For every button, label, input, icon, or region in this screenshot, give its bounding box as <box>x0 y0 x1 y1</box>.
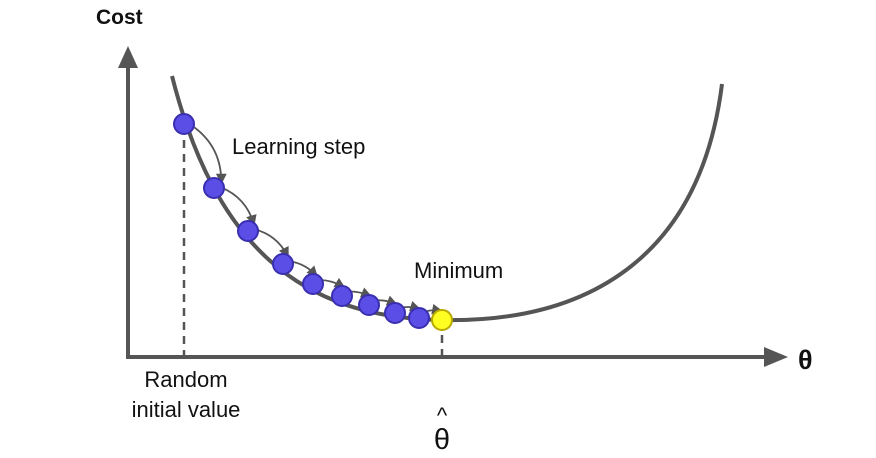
learning-step-point <box>331 285 353 307</box>
learning-step-arrow <box>190 124 227 185</box>
x-axis-label: θ <box>798 345 813 375</box>
learning-step-point <box>237 220 259 242</box>
learning-step-point <box>408 307 430 329</box>
learning-step-point <box>384 302 406 324</box>
x-axis-arrow <box>764 347 788 367</box>
random-init-label-line-2: initial value <box>132 397 241 422</box>
random-init-label-line-1: Random <box>144 367 227 392</box>
learning-step-point <box>173 113 195 135</box>
minimum-point <box>431 309 453 331</box>
minimum-label: Minimum <box>414 258 503 283</box>
learning-step-label: Learning step <box>232 134 365 159</box>
learning-step-point <box>302 273 324 295</box>
learning-step-point <box>272 253 294 275</box>
cost-curve <box>170 75 724 323</box>
learning-step-arrow <box>220 186 257 226</box>
y-axis-arrow <box>118 46 138 68</box>
y-axis-label: Cost <box>96 6 143 29</box>
learning-step-point <box>203 177 225 199</box>
learning-step-points <box>173 113 430 329</box>
axes <box>118 46 788 367</box>
learning-step-point <box>358 294 380 316</box>
theta-hat-symbol: θ <box>434 424 450 456</box>
theta-hat-accent: ^ <box>437 403 448 428</box>
